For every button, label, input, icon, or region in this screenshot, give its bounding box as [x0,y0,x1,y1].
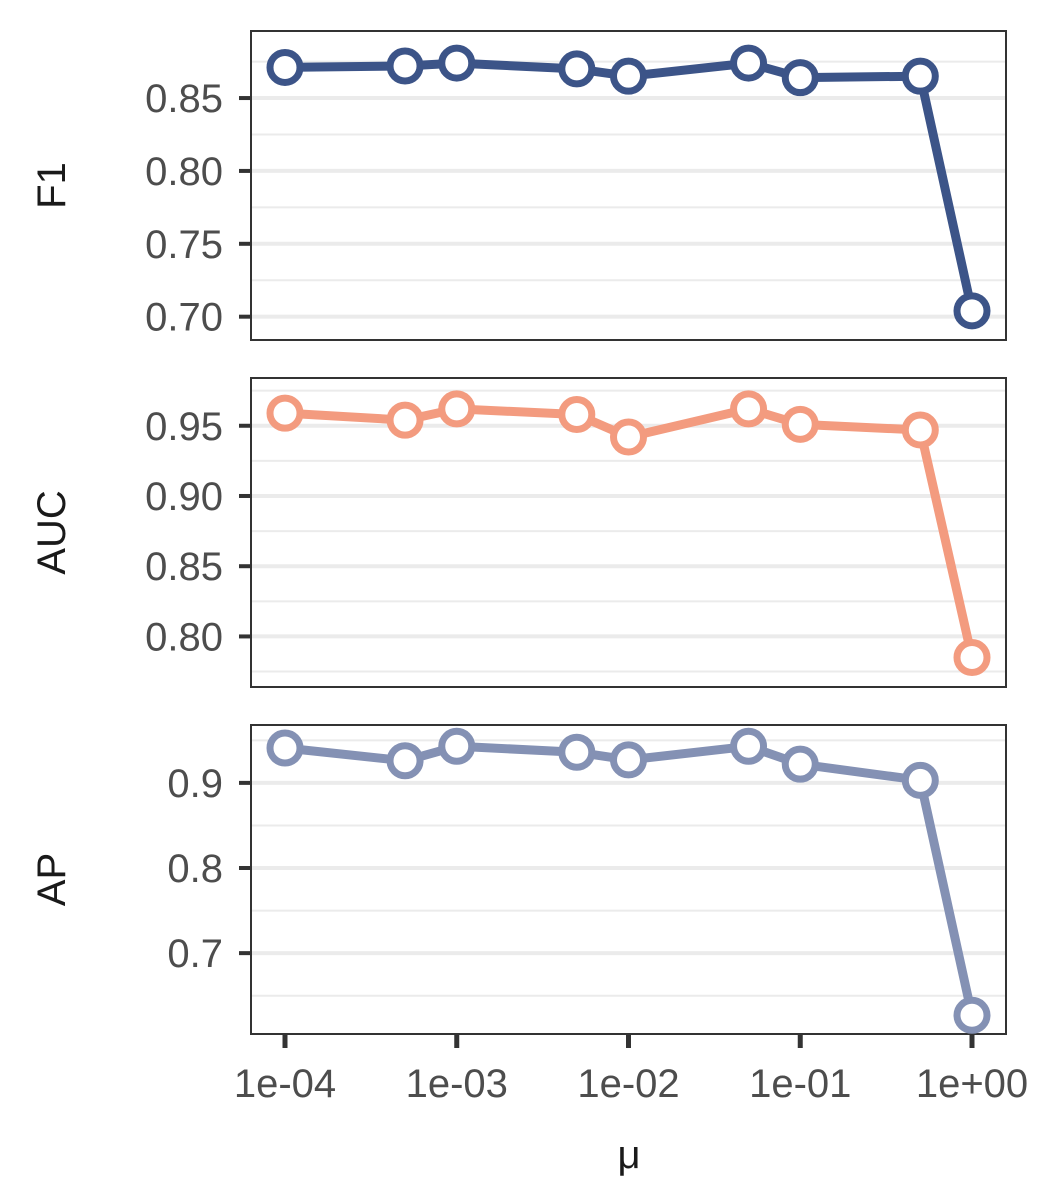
data-point [901,411,939,449]
data-point [953,639,991,677]
data-point [781,745,819,783]
data-point [438,44,476,82]
data-point [730,44,768,82]
y-tick-label: 0.90 [145,475,223,519]
data-point [901,761,939,799]
y-tick-label: 0.95 [145,405,223,449]
data-point [610,418,647,456]
x-tick-label: 1e-02 [577,1062,679,1106]
data-point [558,733,596,771]
data-point [386,47,424,85]
data-point [386,742,424,780]
data-point [610,57,647,95]
data-point [438,390,476,428]
chart-panels: 0.70 0.75 0.80 0.85 F1 0.80 0.85 0.90 0.95 AUC 0.7… [30,30,1007,1035]
data-point [386,401,424,439]
x-tick-label: 1e+00 [916,1062,1028,1106]
y-tick-label: 0.80 [145,150,223,194]
series-line-ap [280,741,977,1020]
panel-frame [250,30,1007,341]
data-point [558,50,596,88]
panel-frame [250,377,1007,688]
series-line-f1 [280,58,977,316]
panel-f1: 0.70 0.75 0.80 0.85 F1 [30,30,1007,341]
data-point [610,741,647,779]
x-axis-title: μ [617,1133,640,1177]
data-point [730,727,768,765]
y-axis-title: AUC [30,490,74,574]
panel-auc: 0.80 0.85 0.90 0.95 AUC [30,377,1007,688]
data-point [266,729,304,767]
data-point [730,390,768,428]
x-tick-label: 1e-04 [234,1062,336,1106]
y-tick-label: 0.7 [167,932,223,976]
x-tick-label: 1e-03 [406,1062,508,1106]
data-point [781,405,819,443]
data-point [781,59,819,97]
y-tick-label: 0.9 [167,762,223,806]
y-tick-label: 0.80 [145,615,223,659]
data-point [438,727,476,765]
y-axis-title: AP [30,853,74,906]
x-tick-label: 1e-01 [749,1062,851,1106]
panel-ap: 0.7 0.8 0.9 AP [30,724,1007,1035]
data-point [266,48,304,86]
y-tick-label: 0.75 [145,223,223,267]
y-axis-title: F1 [30,162,74,209]
y-tick-label: 0.70 [145,296,223,340]
data-point [558,396,596,434]
y-tick-label: 0.85 [145,77,223,121]
y-tick-label: 0.8 [167,847,223,891]
data-point [953,292,991,330]
y-tick-label: 0.85 [145,545,223,589]
x-axis: 1e-04 1e-03 1e-02 1e-01 1e+00 [234,1034,1028,1106]
data-point [901,57,939,95]
data-point [953,996,991,1034]
data-point [266,394,304,432]
